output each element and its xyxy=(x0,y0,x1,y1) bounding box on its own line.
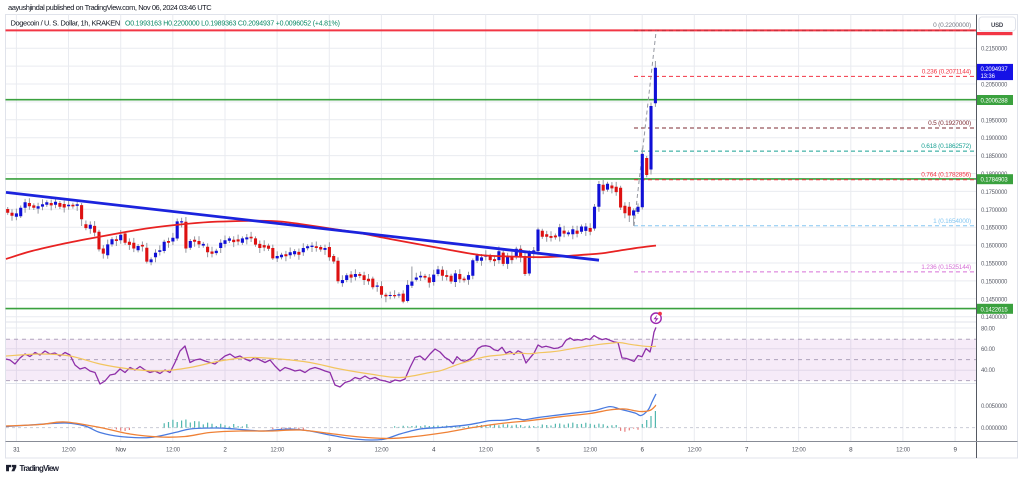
svg-text:0.1784903: 0.1784903 xyxy=(981,178,1009,184)
svg-text:13:36: 13:36 xyxy=(981,74,996,80)
svg-text:Nov: Nov xyxy=(115,447,127,454)
svg-text:4: 4 xyxy=(432,447,436,454)
svg-text:0.1650000: 0.1650000 xyxy=(981,226,1008,232)
svg-text:60.00: 60.00 xyxy=(981,347,996,353)
svg-text:12:00: 12:00 xyxy=(479,448,494,454)
svg-text:Dogecoin / U. S. Dollar, 1h, K: Dogecoin / U. S. Dollar, 1h, KRAKEN xyxy=(11,19,120,28)
svg-text:0.764 (0.1782856): 0.764 (0.1782856) xyxy=(921,172,971,179)
svg-text:12:00: 12:00 xyxy=(583,448,598,454)
svg-text:0.236 (0.2071144): 0.236 (0.2071144) xyxy=(922,68,971,75)
svg-text:6: 6 xyxy=(641,447,645,454)
svg-text:7: 7 xyxy=(745,447,749,454)
svg-text:0.2006288: 0.2006288 xyxy=(981,99,1009,105)
svg-text:0.1850000: 0.1850000 xyxy=(981,154,1008,160)
svg-text:9: 9 xyxy=(953,447,957,454)
svg-text:O0.1993163 H0.2200000 L0.19893: O0.1993163 H0.2200000 L0.1989363 C0.2094… xyxy=(125,21,340,28)
svg-text:31: 31 xyxy=(13,447,20,454)
svg-text:12:00: 12:00 xyxy=(166,448,181,454)
svg-text:0.2050000: 0.2050000 xyxy=(981,83,1008,89)
svg-text:3: 3 xyxy=(328,447,332,454)
svg-text:12:00: 12:00 xyxy=(896,448,911,454)
svg-text:0.1900000: 0.1900000 xyxy=(981,136,1008,142)
svg-text:0.0050000: 0.0050000 xyxy=(981,404,1008,410)
svg-text:1 (0.1654000): 1 (0.1654000) xyxy=(933,218,971,225)
svg-text:0.618 (0.1862572): 0.618 (0.1862572) xyxy=(921,143,971,150)
svg-text:0 (0.2200000): 0 (0.2200000) xyxy=(933,22,971,29)
svg-text:12:00: 12:00 xyxy=(270,448,285,454)
svg-text:12:00: 12:00 xyxy=(375,448,390,454)
svg-text:8: 8 xyxy=(849,447,853,454)
svg-text:12:00: 12:00 xyxy=(688,448,703,454)
svg-text:2: 2 xyxy=(223,447,227,454)
svg-text:0.1550000: 0.1550000 xyxy=(981,262,1008,268)
svg-text:0.1950000: 0.1950000 xyxy=(981,118,1008,124)
svg-text:12:00: 12:00 xyxy=(62,448,77,454)
svg-text:0.1700000: 0.1700000 xyxy=(981,208,1008,214)
svg-text:12:00: 12:00 xyxy=(792,448,807,454)
svg-text:80.00: 80.00 xyxy=(981,327,996,333)
svg-text:0.1422615: 0.1422615 xyxy=(981,307,1009,313)
svg-text:USD: USD xyxy=(991,23,1004,29)
svg-text:0.2150000: 0.2150000 xyxy=(981,47,1008,53)
svg-text:0.1750000: 0.1750000 xyxy=(981,190,1008,196)
svg-text:TradingView: TradingView xyxy=(20,464,60,473)
svg-text:1.236 (0.1525144): 1.236 (0.1525144) xyxy=(921,264,971,271)
svg-text:5: 5 xyxy=(536,447,540,454)
svg-text:0.2094937: 0.2094937 xyxy=(981,67,1009,73)
svg-text:0.1600000: 0.1600000 xyxy=(981,244,1008,250)
svg-text:aayushjindal published on Trad: aayushjindal published on TradingView.co… xyxy=(8,3,212,12)
svg-text:40.00: 40.00 xyxy=(981,368,996,374)
svg-text:0.1450000: 0.1450000 xyxy=(981,297,1008,303)
svg-text:0.0000000: 0.0000000 xyxy=(981,426,1008,432)
svg-text:0.1400000: 0.1400000 xyxy=(981,315,1008,321)
svg-text:0.5 (0.1927000): 0.5 (0.1927000) xyxy=(928,120,971,127)
svg-text:0.1500000: 0.1500000 xyxy=(981,279,1008,285)
